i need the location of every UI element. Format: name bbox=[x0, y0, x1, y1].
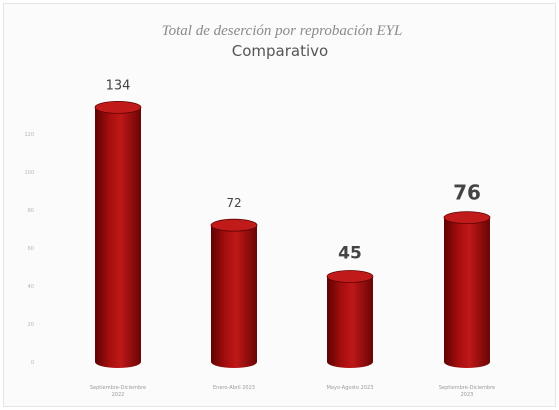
bar-top bbox=[94, 101, 142, 114]
data-labels: 134 72 45 76 bbox=[106, 78, 481, 263]
bar-body bbox=[211, 225, 257, 368]
y-axis-ticks: 0 20 40 60 80 100 120 bbox=[24, 132, 34, 366]
y-tick-label: 40 bbox=[28, 284, 34, 290]
category-label: Enero-Abril 2023 bbox=[213, 385, 255, 391]
bar-top bbox=[210, 218, 258, 232]
bar-top bbox=[443, 211, 491, 225]
chart-subtitle: Comparativo bbox=[232, 42, 328, 60]
y-tick-label: 0 bbox=[31, 360, 34, 366]
category-label: Septiembre-Diciembre 2022 bbox=[90, 385, 146, 398]
bar-body bbox=[95, 107, 141, 369]
y-tick-label: 100 bbox=[24, 170, 34, 176]
y-tick-label: 60 bbox=[28, 246, 34, 252]
data-label: 45 bbox=[338, 244, 362, 264]
bar-body bbox=[327, 276, 373, 368]
bar-body bbox=[444, 217, 490, 368]
y-tick-label: 80 bbox=[28, 208, 34, 214]
bar bbox=[210, 218, 258, 368]
bars bbox=[94, 101, 491, 369]
chart-title: Total de deserción por reprobación EYL bbox=[162, 23, 403, 39]
bar bbox=[443, 211, 491, 368]
bar-top bbox=[326, 270, 374, 283]
data-label: 76 bbox=[453, 181, 481, 205]
chart-frame: Total de deserción por reprobación EYL C… bbox=[3, 3, 556, 407]
bar-chart: Total de deserción por reprobación EYL C… bbox=[24, 23, 495, 398]
bar bbox=[326, 270, 374, 368]
category-label: Mayo-Agosto 2023 bbox=[327, 385, 374, 391]
data-label: 134 bbox=[106, 78, 131, 93]
bar bbox=[94, 101, 142, 369]
y-tick-label: 20 bbox=[28, 322, 34, 328]
category-labels: Septiembre-Diciembre 2022 Enero-Abril 2023… bbox=[90, 385, 495, 398]
data-label: 72 bbox=[226, 196, 241, 210]
y-tick-label: 120 bbox=[24, 132, 34, 138]
category-label: Septiembre-Diciembre 2023 bbox=[439, 385, 495, 398]
